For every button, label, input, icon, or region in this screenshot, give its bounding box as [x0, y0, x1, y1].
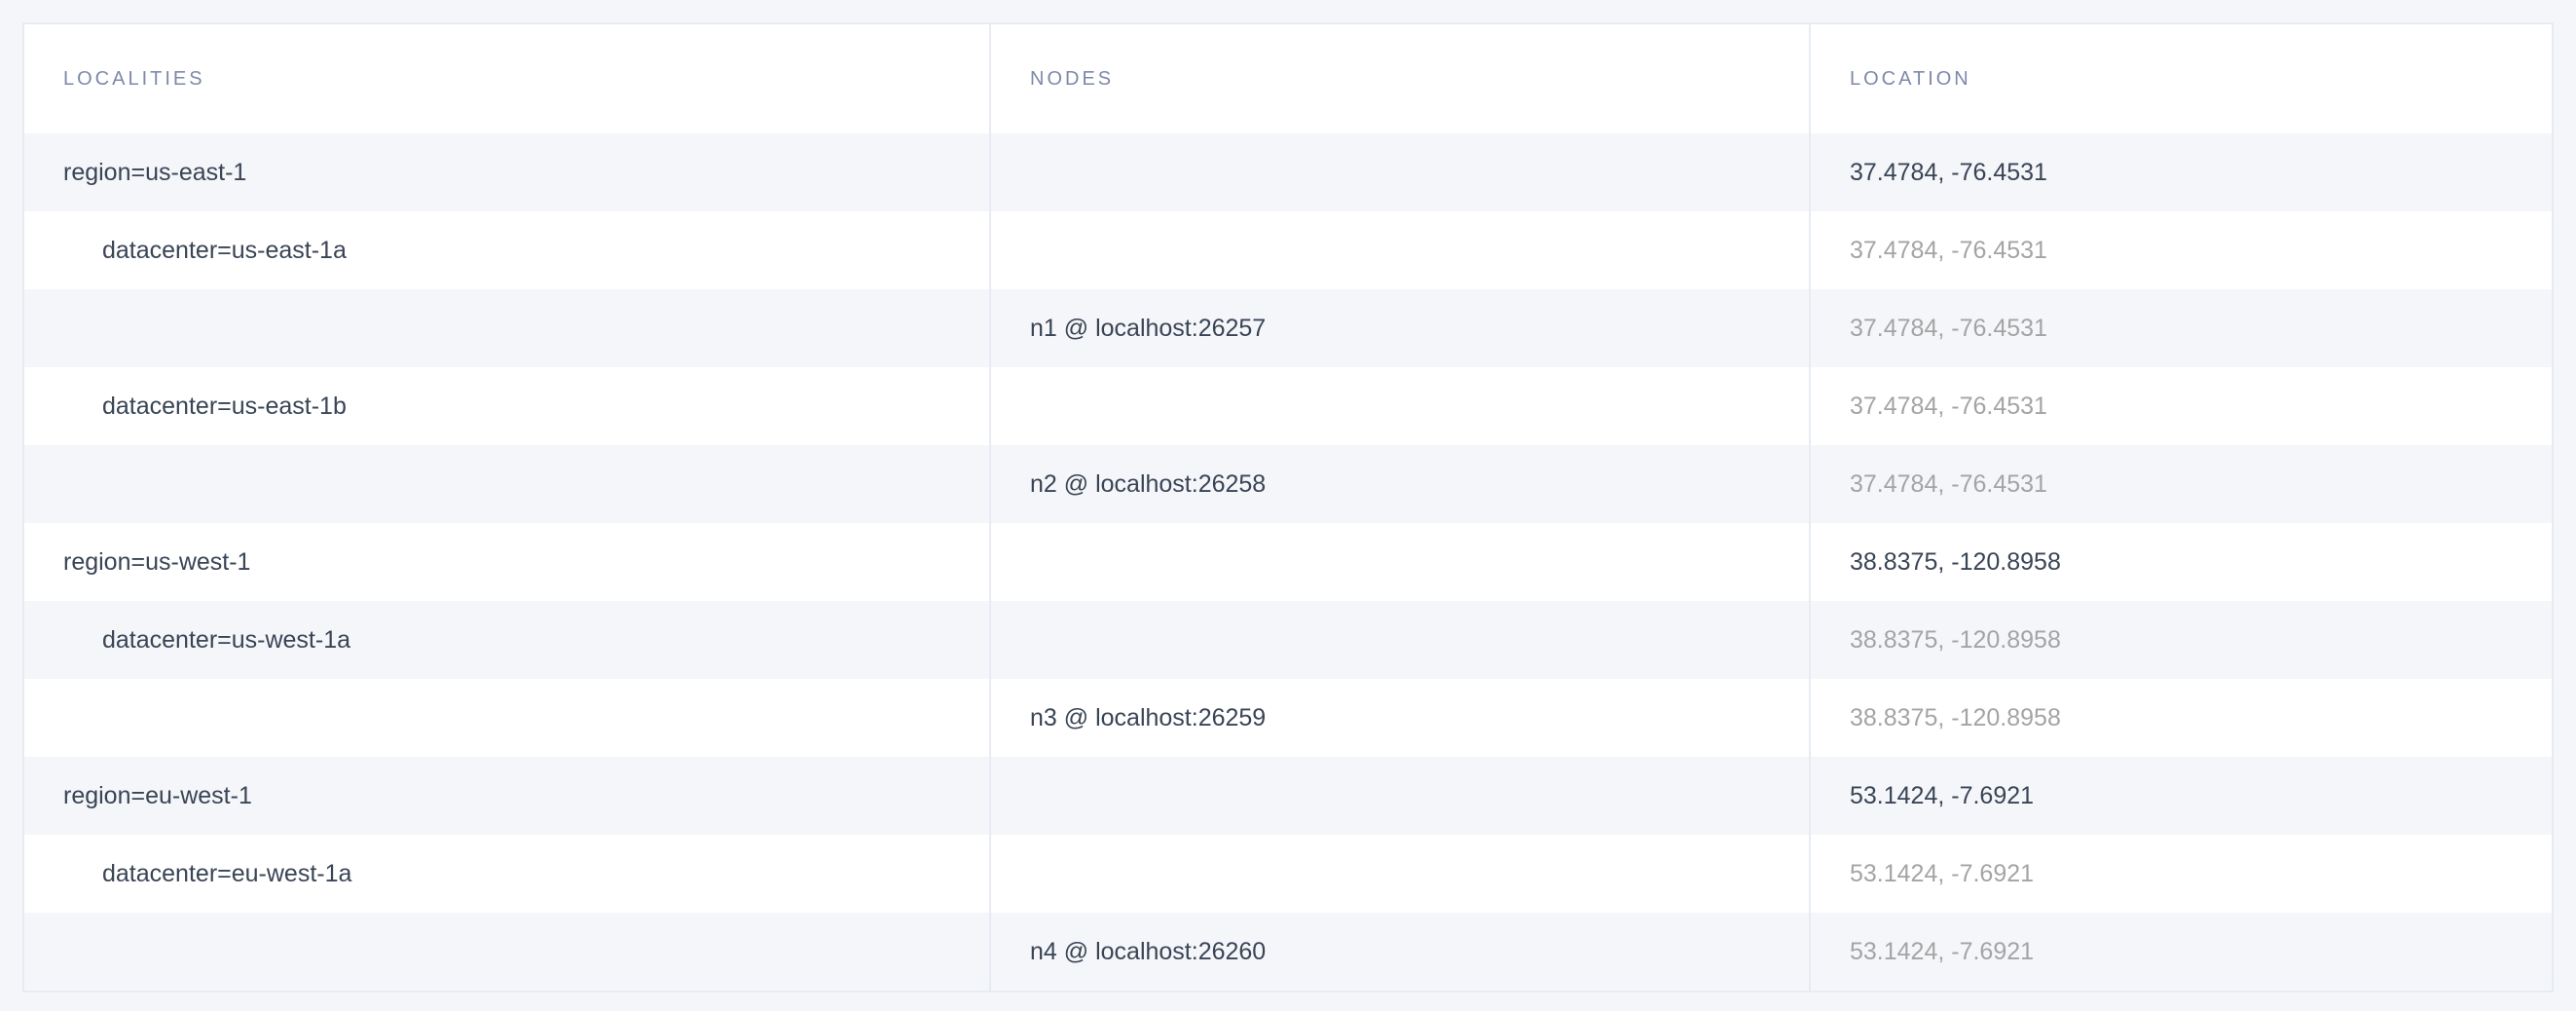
- locality-cell: datacenter=us-west-1a: [24, 601, 991, 679]
- location-cell: 38.8375, -120.8958: [1850, 703, 2061, 731]
- locality-cell: datacenter=eu-west-1a: [24, 835, 991, 913]
- table-row: region=us-west-1 38.8375, -120.8958: [24, 523, 2552, 601]
- node-cell: [991, 601, 1811, 679]
- table-row: n1 @ localhost:26257 37.4784, -76.4531: [24, 289, 2552, 367]
- node-cell: [991, 211, 1811, 289]
- locality-cell: [24, 445, 991, 523]
- table-row: region=us-east-1 37.4784, -76.4531: [24, 133, 2552, 211]
- node-cell: [991, 523, 1811, 601]
- locality-cell: [24, 679, 991, 757]
- header-location: LOCATION: [1850, 67, 1971, 90]
- location-cell: 37.4784, -76.4531: [1850, 314, 2047, 342]
- table-body: region=us-east-1 37.4784, -76.4531 datacen…: [24, 133, 2552, 991]
- locality-cell: region=eu-west-1: [24, 757, 991, 835]
- table-row: datacenter=us-west-1a 38.8375, -120.8958: [24, 601, 2552, 679]
- node-cell: n4 @ localhost:26260: [991, 913, 1811, 991]
- node-cell: [991, 757, 1811, 835]
- table-row: datacenter=us-east-1a 37.4784, -76.4531: [24, 211, 2552, 289]
- table-row: datacenter=eu-west-1a 53.1424, -7.6921: [24, 835, 2552, 913]
- location-cell: 37.4784, -76.4531: [1850, 236, 2047, 264]
- location-cell: 37.4784, -76.4531: [1850, 469, 2047, 498]
- locality-cell: datacenter=us-east-1a: [24, 211, 991, 289]
- locality-cell: region=us-east-1: [24, 133, 991, 211]
- table-row: n4 @ localhost:26260 53.1424, -7.6921: [24, 913, 2552, 991]
- locality-cell: region=us-west-1: [24, 523, 991, 601]
- localities-table: LOCALITIES NODES LOCATION region=us-east…: [22, 22, 2554, 992]
- location-cell: 37.4784, -76.4531: [1850, 392, 2047, 420]
- header-localities: LOCALITIES: [24, 24, 991, 133]
- location-cell: 53.1424, -7.6921: [1850, 937, 2035, 965]
- header-nodes: NODES: [991, 24, 1811, 133]
- table-row: n2 @ localhost:26258 37.4784, -76.4531: [24, 445, 2552, 523]
- location-cell: 37.4784, -76.4531: [1850, 158, 2047, 186]
- node-cell: [991, 367, 1811, 445]
- table-row: n3 @ localhost:26259 38.8375, -120.8958: [24, 679, 2552, 757]
- node-cell: n1 @ localhost:26257: [991, 289, 1811, 367]
- table-row: datacenter=us-east-1b 37.4784, -76.4531: [24, 367, 2552, 445]
- location-cell: 38.8375, -120.8958: [1850, 547, 2061, 576]
- node-cell: n2 @ localhost:26258: [991, 445, 1811, 523]
- node-cell: [991, 133, 1811, 211]
- location-cell: 53.1424, -7.6921: [1850, 781, 2035, 809]
- node-cell: n3 @ localhost:26259: [991, 679, 1811, 757]
- locality-cell: [24, 913, 991, 991]
- location-cell: 38.8375, -120.8958: [1850, 625, 2061, 654]
- location-cell: 53.1424, -7.6921: [1850, 859, 2035, 887]
- table-row: region=eu-west-1 53.1424, -7.6921: [24, 757, 2552, 835]
- locality-cell: [24, 289, 991, 367]
- table-header: LOCALITIES NODES LOCATION: [24, 24, 2552, 133]
- node-cell: [991, 835, 1811, 913]
- locality-cell: datacenter=us-east-1b: [24, 367, 991, 445]
